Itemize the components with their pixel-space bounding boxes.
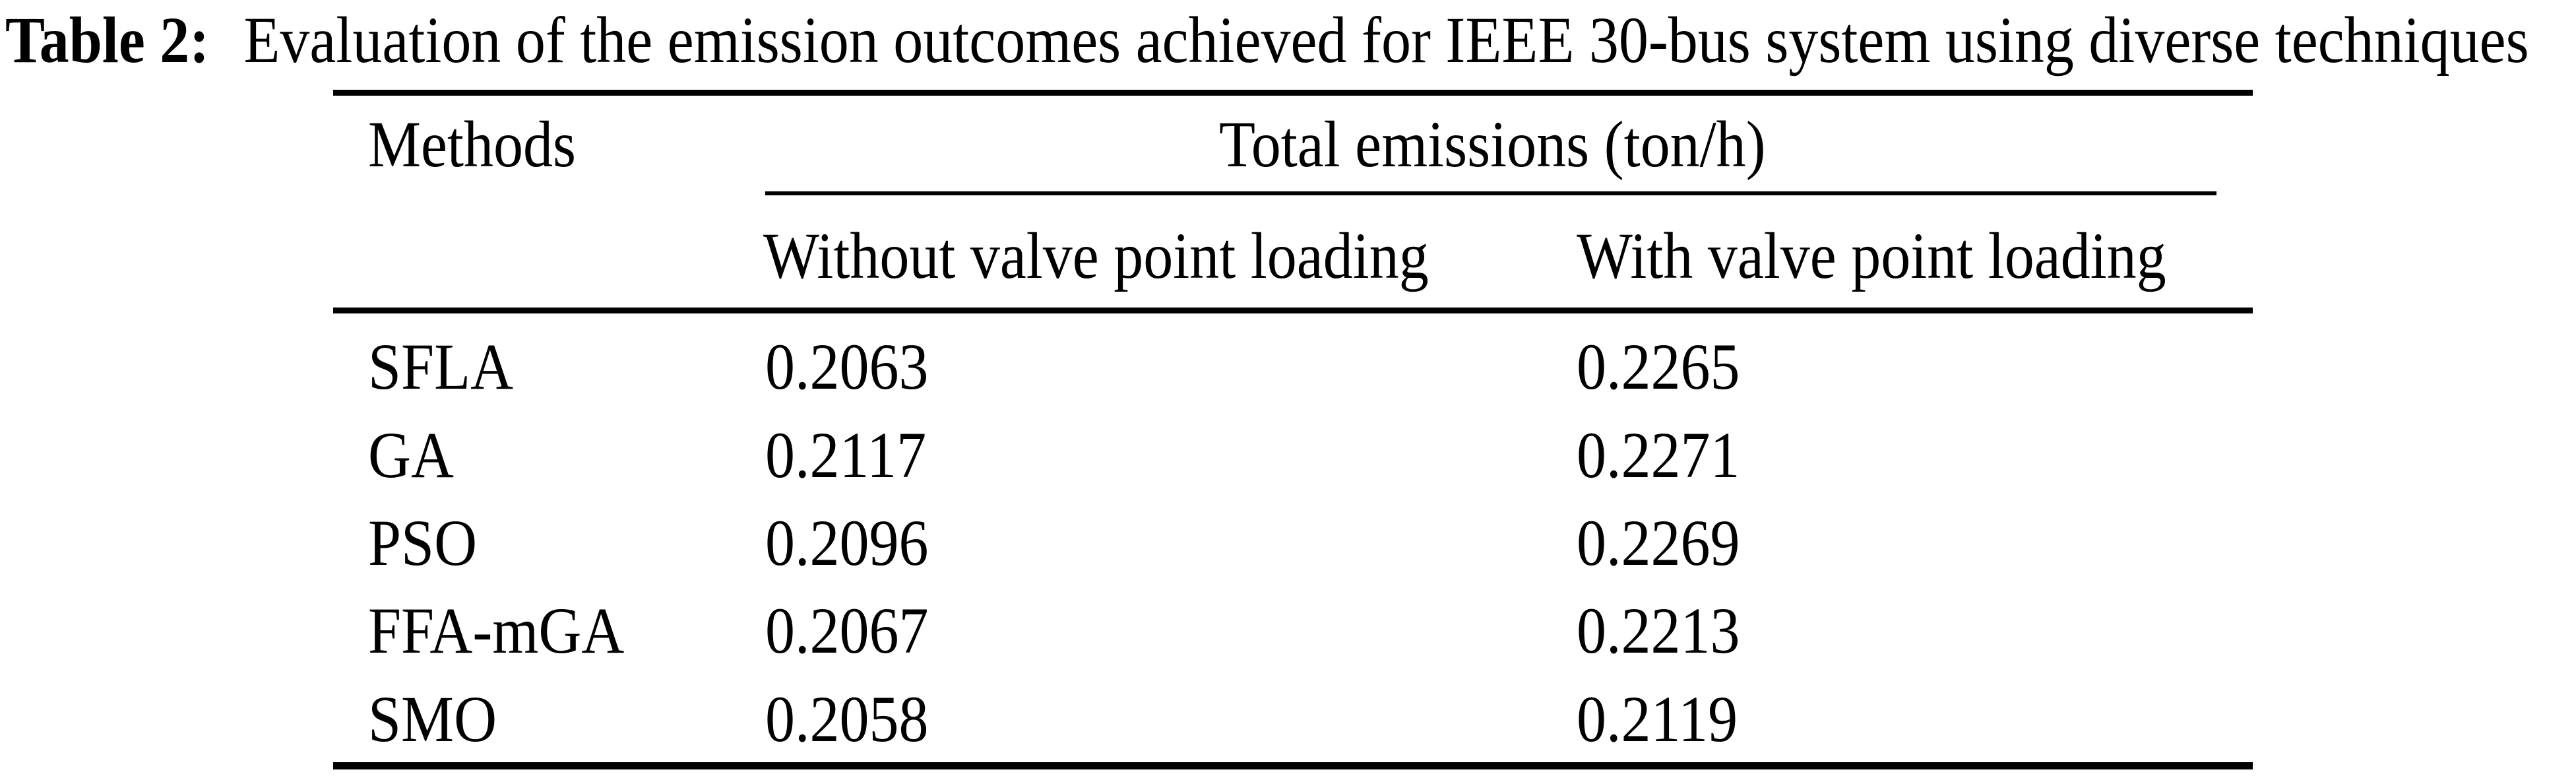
table-caption-text: Evaluation of the emission outcomes achi… [243,3,2529,77]
method-cell: PSO [368,506,478,579]
group-header-total-emissions: Total emissions (ton/h) [1219,108,1766,181]
table-top-rule [333,90,2253,96]
table-caption: Table 2: Evaluation of the emission outco… [5,7,2576,73]
header-separator-rule [333,308,2253,313]
value-with-cell: 0.2271 [1577,418,1740,492]
value-with-cell: 0.2119 [1577,682,1738,756]
column-header-methods: Methods [368,108,576,181]
subheader-with-valve: With valve point loading [1577,219,2166,292]
value-with-cell: 0.2269 [1577,506,1740,579]
method-cell: SMO [368,682,497,756]
value-without-cell: 0.2096 [765,506,929,579]
group-header-rule [765,191,2216,195]
value-with-cell: 0.2213 [1577,594,1740,667]
value-with-cell: 0.2265 [1577,330,1740,403]
table-caption-label: Table 2: [5,3,210,77]
method-cell: SFLA [368,330,514,403]
subheader-without-valve: Without valve point loading [763,219,1429,292]
value-without-cell: 0.2117 [765,418,927,492]
method-cell: FFA-mGA [368,594,625,667]
method-cell: GA [368,418,454,492]
value-without-cell: 0.2058 [765,682,929,756]
value-without-cell: 0.2067 [765,594,929,667]
table-bottom-rule [333,762,2253,769]
value-without-cell: 0.2063 [765,330,929,403]
